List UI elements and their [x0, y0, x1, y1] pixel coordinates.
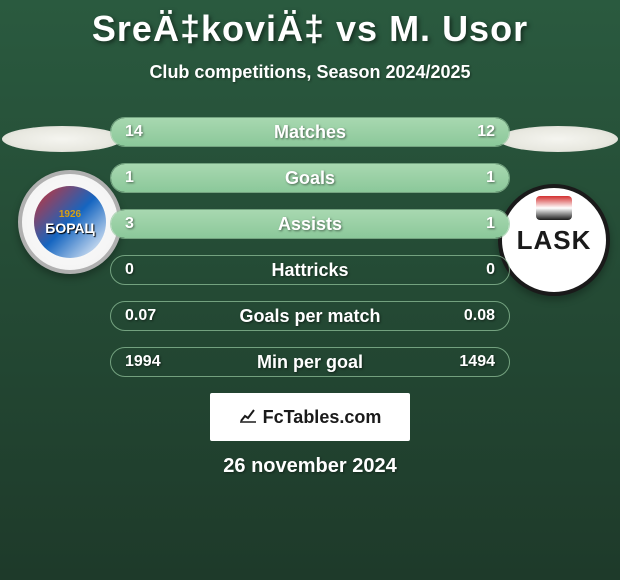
stat-label: Assists — [278, 214, 342, 235]
stat-value-right: 0 — [486, 261, 495, 279]
stat-row: 14 Matches 12 — [110, 117, 510, 147]
stat-value-left: 0.07 — [125, 307, 156, 325]
stat-value-right: 12 — [477, 123, 495, 141]
page-title: SreÄ‡koviÄ‡ vs M. Usor — [0, 0, 620, 50]
stat-label: Goals — [285, 168, 335, 189]
stat-bar-left — [111, 164, 310, 192]
date: 26 november 2024 — [0, 455, 620, 478]
stat-row: 3 Assists 1 — [110, 209, 510, 239]
stat-value-left: 3 — [125, 215, 134, 233]
badge-right-flag — [536, 196, 572, 220]
watermark-text: FcTables.com — [263, 407, 382, 428]
stat-label: Min per goal — [257, 352, 363, 373]
team-badge-right: LASK — [498, 184, 610, 296]
stat-bar-right — [310, 164, 509, 192]
stat-row: 1 Goals 1 — [110, 163, 510, 193]
stat-bar-left — [111, 210, 386, 238]
stat-value-right: 1494 — [459, 353, 495, 371]
stat-row: 0.07 Goals per match 0.08 — [110, 301, 510, 331]
watermark: FcTables.com — [210, 393, 410, 441]
platform-left — [2, 126, 122, 152]
stats-container: 14 Matches 12 1 Goals 1 3 Assists 1 0 Hattricks 0 0.… — [110, 117, 510, 377]
stat-value-left: 0 — [125, 261, 134, 279]
stat-value-left: 14 — [125, 123, 143, 141]
stat-value-right: 1 — [486, 215, 495, 233]
badge-left-name: БОРАЦ — [45, 220, 94, 236]
platform-right — [498, 126, 618, 152]
stat-value-left: 1994 — [125, 353, 161, 371]
stat-value-left: 1 — [125, 169, 134, 187]
stat-value-right: 1 — [486, 169, 495, 187]
stat-row: 1994 Min per goal 1494 — [110, 347, 510, 377]
stat-label: Goals per match — [239, 306, 380, 327]
stat-value-right: 0.08 — [464, 307, 495, 325]
stat-label: Matches — [274, 122, 346, 143]
badge-left-year: 1926 — [59, 209, 81, 220]
badge-right-name: LASK — [517, 225, 592, 256]
stat-label: Hattricks — [271, 260, 348, 281]
subtitle: Club competitions, Season 2024/2025 — [0, 62, 620, 83]
team-badge-left-inner: 1926 БОРАЦ — [34, 186, 106, 258]
team-badge-left: 1926 БОРАЦ — [18, 170, 122, 274]
chart-icon — [239, 406, 257, 429]
stat-row: 0 Hattricks 0 — [110, 255, 510, 285]
